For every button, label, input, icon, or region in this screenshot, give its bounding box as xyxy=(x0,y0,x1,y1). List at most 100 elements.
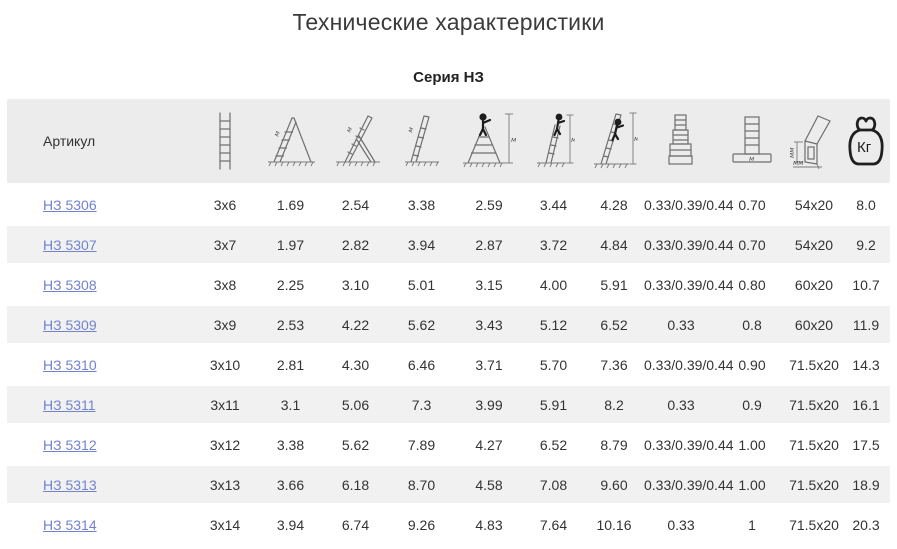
folded-sections-column-header xyxy=(644,99,718,183)
svg-text:мм: мм xyxy=(788,147,796,158)
table-header-row: Артикул xyxy=(7,99,890,183)
weight-kg-icon: Кг xyxy=(843,114,889,168)
article-cell: НЗ 5312 xyxy=(7,423,192,463)
table-row: НЗ 5307 3x7 1.97 2.82 3.94 2.87 3.72 4.8… xyxy=(7,223,890,263)
value-cell-rungs: 3x12 xyxy=(192,423,258,463)
article-link[interactable]: НЗ 5312 xyxy=(43,436,97,453)
value-cell-working-height-extension: 4.84 xyxy=(584,223,644,263)
value-cell-folded-width: 0.70 xyxy=(718,223,786,263)
article-cell: НЗ 5313 xyxy=(7,463,192,503)
value-cell-working-height-stepladder: 2.59 xyxy=(455,183,523,223)
article-link[interactable]: НЗ 5310 xyxy=(43,356,97,373)
profile-section-icon: мм мм xyxy=(788,112,840,170)
svg-text:м: м xyxy=(344,125,354,134)
table-row: НЗ 5310 3x10 2.81 4.30 6.46 3.71 5.70 7.… xyxy=(7,343,890,383)
article-link[interactable]: НЗ 5308 xyxy=(43,276,97,293)
leaning-ladder-height-icon: м xyxy=(403,113,441,169)
article-link[interactable]: НЗ 5306 xyxy=(43,196,97,213)
value-cell-stepladder-extension-height: 3.10 xyxy=(323,263,388,303)
value-cell-working-height-stepladder: 4.58 xyxy=(455,463,523,503)
value-cell-stepladder-extension-height: 2.82 xyxy=(323,223,388,263)
value-cell-stepladder-height: 3.94 xyxy=(258,503,323,543)
value-cell-weight: 16.1 xyxy=(842,383,890,423)
article-link[interactable]: НЗ 5311 xyxy=(43,396,96,413)
value-cell-working-height-extension: 8.2 xyxy=(584,383,644,423)
value-cell-working-height-extension: 6.52 xyxy=(584,303,644,343)
value-cell-profile: 60x20 xyxy=(786,263,842,303)
value-cell-profile: 54x20 xyxy=(786,183,842,223)
svg-text:м: м xyxy=(272,129,282,138)
article-cell: НЗ 5309 xyxy=(7,303,192,343)
value-cell-working-height-leaning: 6.52 xyxy=(523,423,584,463)
value-cell-rungs: 3x9 xyxy=(192,303,258,343)
value-cell-working-height-leaning: 3.72 xyxy=(523,223,584,263)
value-cell-stepladder-height: 1.97 xyxy=(258,223,323,263)
value-cell-working-height-leaning: 4.00 xyxy=(523,263,584,303)
value-cell-folded-width: 0.80 xyxy=(718,263,786,303)
value-cell-stepladder-height: 3.66 xyxy=(258,463,323,503)
article-cell: НЗ 5308 xyxy=(7,263,192,303)
value-cell-folded-length: 0.33 xyxy=(644,503,718,543)
series-subtitle: Серия НЗ xyxy=(413,69,484,86)
article-link[interactable]: НЗ 5307 xyxy=(43,236,97,253)
value-cell-rungs: 3x7 xyxy=(192,223,258,263)
value-cell-leaning-height: 6.46 xyxy=(388,343,455,383)
value-cell-folded-length: 0.33/0.39/0.44 xyxy=(644,463,734,503)
svg-text:м: м xyxy=(571,136,575,144)
profile-section-column-header: мм мм xyxy=(786,99,842,183)
weight-column-header: Кг xyxy=(842,99,890,183)
value-cell-weight: 9.2 xyxy=(842,223,890,263)
working-height-stepladder-icon: м xyxy=(460,111,518,171)
value-cell-profile: 71.5x20 xyxy=(786,343,842,383)
value-cell-weight: 17.5 xyxy=(842,423,890,463)
table-body: НЗ 5306 3x6 1.69 2.54 3.38 2.59 3.44 4.2… xyxy=(7,183,890,543)
value-cell-stepladder-extension-height: 5.06 xyxy=(323,383,388,423)
svg-text:м: м xyxy=(511,136,517,144)
value-cell-folded-length: 0.33/0.39/0.44 xyxy=(644,423,734,463)
value-cell-working-height-stepladder: 4.83 xyxy=(455,503,523,543)
value-cell-working-height-stepladder: 3.43 xyxy=(455,303,523,343)
value-cell-leaning-height: 8.70 xyxy=(388,463,455,503)
svg-text:м: м xyxy=(406,126,415,134)
value-cell-stepladder-extension-height: 6.18 xyxy=(323,463,388,503)
value-cell-profile: 71.5x20 xyxy=(786,463,842,503)
table-row: НЗ 5314 3x14 3.94 6.74 9.26 4.83 7.64 10… xyxy=(7,503,890,543)
folded-width-column-header: м xyxy=(718,99,786,183)
article-link[interactable]: НЗ 5309 xyxy=(43,316,97,333)
value-cell-profile: 60x20 xyxy=(786,303,842,343)
value-cell-stepladder-height: 2.81 xyxy=(258,343,323,383)
value-cell-stepladder-extension-height: 6.74 xyxy=(323,503,388,543)
value-cell-working-height-extension: 7.36 xyxy=(584,343,644,383)
value-cell-working-height-leaning: 5.70 xyxy=(523,343,584,383)
table-row: НЗ 5311 3x11 3.1 5.06 7.3 3.99 5.91 8.2 … xyxy=(7,383,890,423)
value-cell-folded-length: 0.33 xyxy=(644,303,718,343)
value-cell-rungs: 3x10 xyxy=(192,343,258,383)
svg-text:мм: мм xyxy=(793,159,804,167)
stepladder-extension-height-icon: м xyxy=(330,113,382,169)
article-link[interactable]: НЗ 5314 xyxy=(43,516,97,533)
table-row: НЗ 5309 3x9 2.53 4.22 5.62 3.43 5.12 6.5… xyxy=(7,303,890,343)
article-cell: НЗ 5306 xyxy=(7,183,192,223)
value-cell-stepladder-extension-height: 5.62 xyxy=(323,423,388,463)
value-cell-working-height-extension: 10.16 xyxy=(584,503,644,543)
value-cell-folded-length: 0.33/0.39/0.44 xyxy=(644,343,734,383)
value-cell-profile: 71.5x20 xyxy=(786,383,842,423)
value-cell-weight: 14.3 xyxy=(842,343,890,383)
stepladder-extension-height-column-header: м xyxy=(323,99,388,183)
folded-width-icon: м xyxy=(728,114,776,168)
value-cell-weight: 10.7 xyxy=(842,263,890,303)
article-cell: НЗ 5314 xyxy=(7,503,192,543)
value-cell-working-height-leaning: 7.08 xyxy=(523,463,584,503)
svg-text:Кг: Кг xyxy=(857,139,872,156)
value-cell-stepladder-height: 1.69 xyxy=(258,183,323,223)
value-cell-stepladder-height: 3.1 xyxy=(258,383,323,423)
rungs-column-header xyxy=(192,99,258,183)
svg-text:м: м xyxy=(634,135,638,143)
value-cell-leaning-height: 7.89 xyxy=(388,423,455,463)
table-row: НЗ 5308 3x8 2.25 3.10 5.01 3.15 4.00 5.9… xyxy=(7,263,890,303)
value-cell-stepladder-extension-height: 4.30 xyxy=(323,343,388,383)
value-cell-folded-width: 0.9 xyxy=(718,383,786,423)
value-cell-working-height-extension: 8.79 xyxy=(584,423,644,463)
value-cell-stepladder-extension-height: 4.22 xyxy=(323,303,388,343)
article-link[interactable]: НЗ 5313 xyxy=(43,476,97,493)
